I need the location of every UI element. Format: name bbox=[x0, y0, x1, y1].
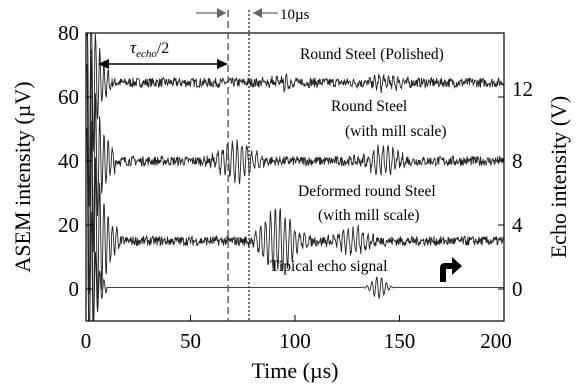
x-tick-200: 200 bbox=[480, 329, 512, 353]
left-tick-20: 20 bbox=[58, 213, 79, 237]
left-tick-80: 80 bbox=[58, 21, 79, 45]
tau-label: τecho/2 bbox=[130, 38, 169, 60]
label-deformed-steel-line2: (with mill scale) bbox=[318, 207, 420, 224]
trace-round-steel-polished bbox=[87, 33, 505, 207]
x-tick-50: 50 bbox=[180, 329, 201, 353]
right-tick-4: 4 bbox=[512, 213, 523, 237]
tau-arrow bbox=[98, 59, 228, 69]
x-axis: 0 50 100 150 200 bbox=[81, 315, 512, 353]
right-axis: 0 4 8 12 bbox=[498, 77, 533, 301]
label-typical-echo: Tipical echo signal bbox=[270, 258, 387, 275]
x-tick-0: 0 bbox=[81, 329, 92, 353]
gap-arrows bbox=[196, 8, 278, 18]
left-tick-60: 60 bbox=[58, 85, 79, 109]
x-axis-title: Time (µs) bbox=[251, 358, 338, 383]
left-axis-title: ASEM intensity (µV) bbox=[10, 81, 35, 272]
trace-typical-echo bbox=[86, 127, 504, 321]
x-tick-100: 100 bbox=[279, 329, 311, 353]
left-tick-0: 0 bbox=[69, 277, 80, 301]
x-tick-150: 150 bbox=[384, 329, 416, 353]
label-deformed-steel-line1: Deformed round Steel bbox=[298, 183, 436, 200]
label-round-steel-line2: (with mill scale) bbox=[345, 123, 447, 140]
gap-label: 10µs bbox=[280, 7, 310, 23]
right-axis-title: Echo intensity (V) bbox=[546, 96, 571, 259]
trace-round-steel-mill-scale bbox=[86, 33, 505, 295]
label-round-steel-polished: Round Steel (Polished) bbox=[300, 46, 444, 63]
right-tick-8: 8 bbox=[512, 149, 523, 173]
left-tick-40: 40 bbox=[58, 149, 79, 173]
right-tick-12: 12 bbox=[512, 77, 533, 101]
signal-traces bbox=[86, 33, 505, 321]
left-axis: 80 60 40 20 0 bbox=[58, 21, 92, 301]
trace-deformed-steel-mill-scale bbox=[86, 63, 505, 321]
label-round-steel-line1: Round Steel bbox=[331, 98, 407, 115]
turn-arrow-icon bbox=[440, 257, 462, 282]
right-tick-0: 0 bbox=[512, 277, 523, 301]
